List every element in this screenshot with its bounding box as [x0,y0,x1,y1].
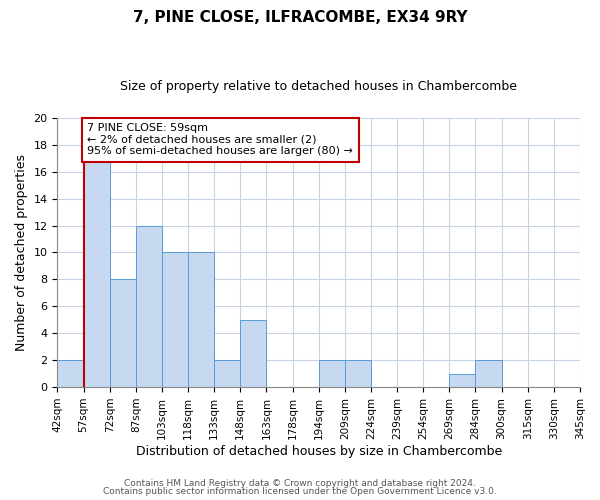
Text: 7, PINE CLOSE, ILFRACOMBE, EX34 9RY: 7, PINE CLOSE, ILFRACOMBE, EX34 9RY [133,10,467,25]
Text: 7 PINE CLOSE: 59sqm
← 2% of detached houses are smaller (2)
95% of semi-detached: 7 PINE CLOSE: 59sqm ← 2% of detached hou… [88,123,353,156]
Bar [110,280,136,387]
Bar [345,360,371,387]
Y-axis label: Number of detached properties: Number of detached properties [15,154,28,351]
Text: Contains HM Land Registry data © Crown copyright and database right 2024.: Contains HM Land Registry data © Crown c… [124,478,476,488]
Bar [83,158,110,387]
Bar [475,360,502,387]
Bar [188,252,214,387]
Bar [319,360,345,387]
X-axis label: Distribution of detached houses by size in Chambercombe: Distribution of detached houses by size … [136,444,502,458]
Bar [162,252,188,387]
Bar [58,360,83,387]
Bar [214,360,241,387]
Bar [241,320,266,387]
Bar [136,226,162,387]
Text: Contains public sector information licensed under the Open Government Licence v3: Contains public sector information licen… [103,487,497,496]
Title: Size of property relative to detached houses in Chambercombe: Size of property relative to detached ho… [120,80,517,93]
Bar [449,374,475,387]
